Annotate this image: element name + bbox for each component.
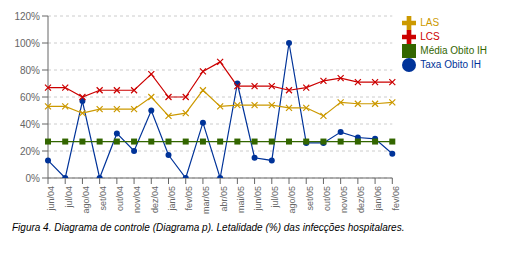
svg-text:120%: 120% xyxy=(14,11,40,22)
svg-text:dez/05: dez/05 xyxy=(356,186,366,213)
svg-text:ago/04: ago/04 xyxy=(81,186,91,214)
svg-text:set/04: set/04 xyxy=(98,186,108,211)
svg-text:mai/05: mai/05 xyxy=(236,186,246,213)
svg-text:20%: 20% xyxy=(20,146,40,157)
svg-text:dez/04: dez/04 xyxy=(150,186,160,213)
html-text:LCS: LCS xyxy=(420,30,440,42)
html-text:LAS: LAS xyxy=(420,16,440,28)
html-text:Taxa Obito IH: Taxa Obito IH xyxy=(420,58,481,70)
svg-text:mar/05: mar/05 xyxy=(201,186,211,214)
svg-text:40%: 40% xyxy=(20,119,40,130)
svg-text:jan/05: jan/05 xyxy=(167,186,177,212)
html-text:Média Obito IH: Média Obito IH xyxy=(420,44,487,56)
svg-text:0%: 0% xyxy=(26,173,41,184)
svg-text:out/04: out/04 xyxy=(115,186,125,211)
svg-text:fev/06: fev/06 xyxy=(391,186,401,211)
svg-text:jan/06: jan/06 xyxy=(373,186,383,212)
svg-text:jun/04: jun/04 xyxy=(46,186,56,212)
svg-text:fev/05: fev/05 xyxy=(184,186,194,211)
svg-text:nov/05: nov/05 xyxy=(339,186,349,213)
svg-text:out/05: out/05 xyxy=(322,186,332,211)
svg-text:ago/05: ago/05 xyxy=(287,186,297,214)
svg-text:abr/05: abr/05 xyxy=(219,186,229,212)
svg-text:set/05: set/05 xyxy=(305,186,315,211)
svg-text:jun/05: jun/05 xyxy=(253,186,263,212)
svg-text:100%: 100% xyxy=(14,38,40,49)
svg-text:jul/04: jul/04 xyxy=(64,186,74,209)
svg-text:nov/04: nov/04 xyxy=(132,186,142,213)
svg-text:jul/05: jul/05 xyxy=(270,186,280,209)
html-text:Figura 4. Diagrama de controle: Figura 4. Diagrama de controle (Diagrama… xyxy=(12,222,405,233)
svg-text:60%: 60% xyxy=(20,92,40,103)
svg-text:80%: 80% xyxy=(20,65,40,76)
